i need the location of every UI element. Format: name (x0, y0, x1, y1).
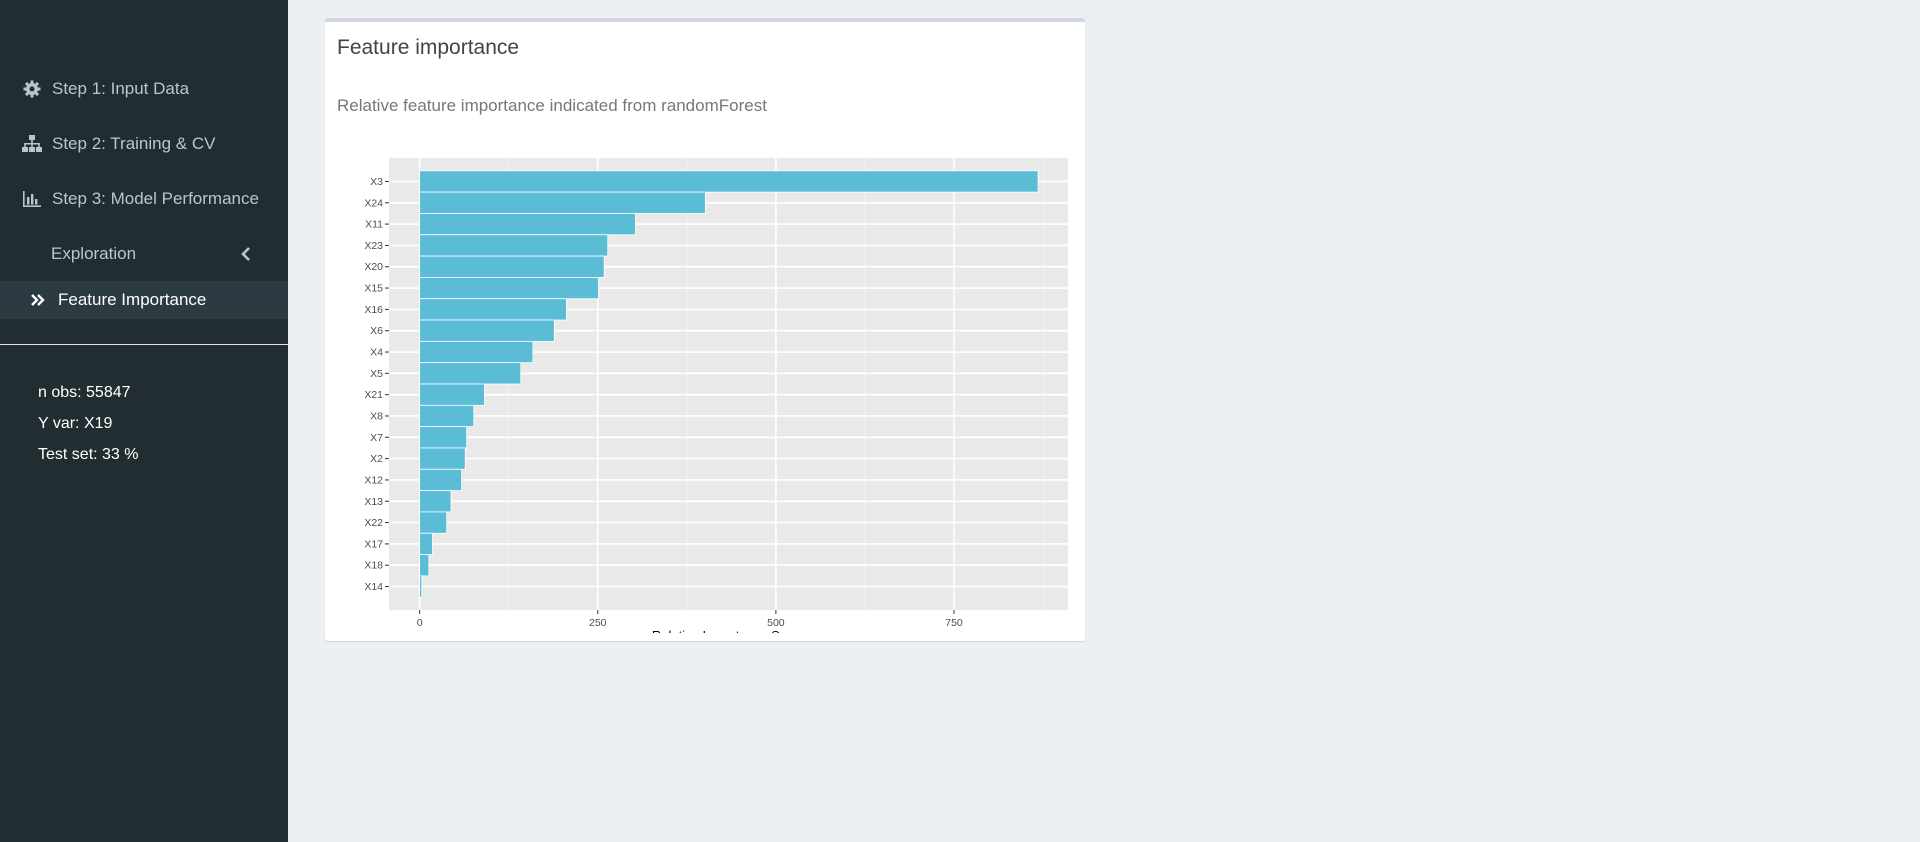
sidebar-item-exploration[interactable]: Exploration (0, 226, 288, 281)
sidebar-item-training-cv[interactable]: Step 2: Training & CV (0, 116, 288, 171)
bar-X5 (419, 362, 522, 385)
bar-X17 (419, 532, 433, 555)
y-tick-label: X5 (370, 368, 383, 380)
y-tick-label: X3 (370, 176, 383, 188)
panel-subtitle: Relative feature importance indicated fr… (337, 96, 767, 115)
bar-X15 (419, 276, 599, 300)
y-tick-label: X18 (364, 560, 383, 572)
bar-X4 (419, 340, 534, 364)
y-tick-label: X12 (364, 474, 383, 486)
feature-importance-panel: Feature importance Relative feature impo… (325, 18, 1085, 643)
bar-X6 (419, 319, 555, 342)
y-tick-label: X13 (364, 496, 383, 508)
bar-chart-icon (22, 189, 42, 209)
x-tick-label: 750 (945, 617, 963, 629)
y-tick-label: X14 (364, 581, 383, 593)
panel-title: Feature importance (337, 36, 520, 59)
bar-X3 (419, 170, 1039, 193)
x-tick-label: 500 (767, 617, 785, 629)
y-var-text: Y var: X19 (38, 415, 113, 432)
bar-X14 (419, 575, 423, 598)
bar-X20 (419, 255, 605, 278)
bar-X16 (419, 298, 567, 321)
sidebar-item-label: Feature Importance (58, 290, 207, 309)
chart-svg: X3 X24 X11 X23 X20 X15 X16 X6 X4 X5 X21 X8 X7 X2 X12 X1… (364, 158, 1068, 643)
bar-X2 (419, 447, 466, 470)
y-tick-label: X7 (370, 432, 383, 444)
x-tick-label: 0 (417, 617, 423, 629)
sidebar-item-label: Exploration (51, 243, 137, 263)
feature-importance-chart: X3 X24 X11 X23 X20 X15 X16 X6 X4 X5 X21 X8 X7 X2 X12 X1… (337, 133, 1075, 643)
y-tick-label: X16 (364, 304, 383, 316)
sidebar-menu: Step 1: Input Data Step 2: Training & CV… (0, 61, 288, 319)
bar-X23 (419, 234, 609, 257)
sidebar-item-input-data[interactable]: Step 1: Input Data (0, 61, 288, 116)
sidebar-item-feature-importance[interactable]: Feature Importance (0, 281, 288, 319)
y-tick-label: X24 (364, 197, 383, 209)
sidebar-item-model-performance[interactable]: Step 3: Model Performance (0, 171, 288, 226)
x-axis-label: Relative Importance Score (652, 628, 805, 633)
dataset-info: n obs: 55847 Y var: X19 Test set: 33 % (38, 380, 139, 473)
sidebar-item-label: Step 3: Model Performance (52, 188, 259, 208)
y-tick-label: X21 (364, 389, 383, 401)
test-set-text: Test set: 33 % (38, 446, 139, 463)
y-tick-label: X4 (370, 347, 383, 359)
y-tick-label: X2 (370, 453, 383, 465)
bar-X8 (419, 404, 475, 428)
y-tick-label: X11 (365, 219, 383, 231)
bar-X21 (419, 383, 485, 406)
y-tick-label: X23 (364, 240, 383, 252)
y-tick-label: X15 (364, 283, 383, 295)
y-tick-label: X17 (364, 538, 383, 550)
sidebar-item-label: Step 1: Input Data (52, 78, 190, 98)
bar-X12 (419, 468, 463, 492)
sidebar-item-label: Step 2: Training & CV (52, 133, 216, 153)
y-tick-label: X20 (364, 261, 383, 273)
n-obs-text: n obs: 55847 (38, 384, 131, 401)
y-tick-label: X22 (364, 517, 383, 529)
sidebar: Step 1: Input Data Step 2: Training & CV… (0, 0, 288, 842)
bar-X11 (419, 213, 636, 236)
chevron-left-icon (236, 244, 256, 264)
bar-X18 (419, 554, 430, 577)
sidebar-divider (0, 344, 288, 345)
gear-icon (22, 79, 42, 99)
bar-X13 (419, 490, 452, 513)
sitemap-icon (22, 134, 42, 154)
double-chevron-right-icon (28, 290, 48, 310)
bar-X22 (419, 511, 448, 534)
bar-X24 (419, 191, 706, 214)
x-tick-label: 250 (589, 617, 607, 629)
bar-X7 (419, 426, 468, 449)
y-tick-label: X6 (370, 325, 383, 337)
y-tick-label: X8 (370, 410, 383, 422)
